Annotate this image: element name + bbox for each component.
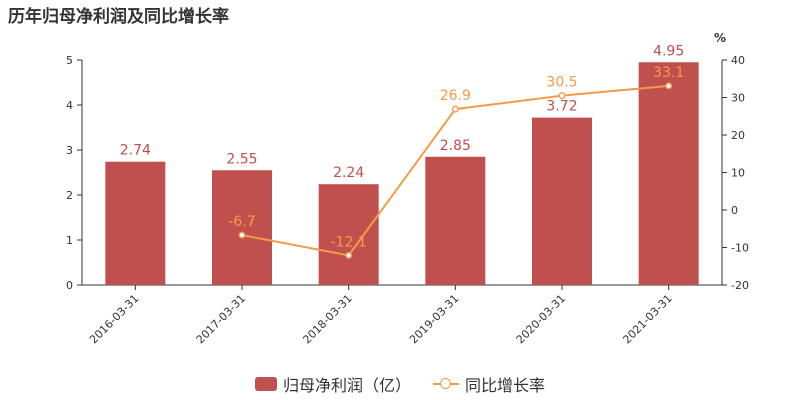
bar (105, 161, 166, 285)
y-right-tick-label: -10 (731, 242, 749, 255)
growth-point (665, 82, 673, 90)
y-left-tick-label: 2 (66, 189, 73, 202)
bar-data-label: 2.74 (120, 143, 151, 159)
chart-legend: 归母净利润（亿） 同比增长率 (0, 372, 800, 396)
y-left-tick-label: 5 (66, 54, 73, 67)
y-right-tick-label: 40 (731, 54, 745, 67)
bar (318, 184, 379, 285)
y-left-tick-label: 1 (66, 234, 73, 247)
growth-data-label: 33.1 (653, 65, 684, 81)
y-left-tick-label: 3 (66, 144, 73, 157)
bar (532, 117, 592, 285)
bar-data-label: 2.55 (226, 151, 257, 167)
x-tick-label: 2020-03-31 (514, 292, 568, 346)
growth-point (558, 92, 566, 100)
y-right-tick-label: 20 (731, 129, 745, 142)
y-left-tick-label: 4 (66, 99, 73, 112)
bar (212, 170, 272, 285)
growth-data-label: 30.5 (546, 75, 577, 91)
legend-line-label: 同比增长率 (465, 376, 546, 395)
legend-item-bar[interactable]: 归母净利润（亿） (254, 372, 411, 396)
y-right-tick-label: 0 (731, 204, 738, 217)
x-tick-label: 2017-03-31 (194, 292, 248, 346)
bar-data-label: 2.24 (333, 165, 364, 181)
x-tick-label: 2021-03-31 (620, 292, 674, 346)
legend-bar-label: 归母净利润（亿） (282, 376, 411, 395)
x-tick-label: 2016-03-31 (87, 292, 141, 346)
bar-data-label: 2.85 (440, 138, 471, 154)
bar (425, 156, 486, 285)
growth-data-label: -12.1 (331, 234, 367, 250)
growth-data-label: 26.9 (440, 88, 471, 104)
y-right-tick-label: -20 (731, 279, 749, 292)
growth-point (451, 105, 459, 113)
y-right-tick-label: 30 (731, 92, 745, 105)
chart-title: 历年归母净利润及同比增长率 (8, 7, 229, 27)
x-tick-label: 2019-03-31 (407, 292, 461, 346)
y-left-tick-label: 0 (66, 279, 73, 292)
y-right-tick-label: 10 (731, 167, 745, 180)
growth-point (238, 231, 246, 239)
growth-data-label: -6.7 (228, 214, 255, 230)
legend-bar-swatch (254, 377, 277, 391)
bar-data-label: 3.72 (546, 99, 577, 115)
y-right-unit: % (714, 31, 726, 45)
legend-line-swatch (433, 377, 459, 391)
x-tick-label: 2018-03-31 (300, 292, 354, 346)
growth-point (345, 251, 353, 259)
bar (638, 62, 699, 285)
legend-item-line[interactable]: 同比增长率 (433, 372, 545, 396)
bar-data-label: 4.95 (653, 43, 684, 59)
